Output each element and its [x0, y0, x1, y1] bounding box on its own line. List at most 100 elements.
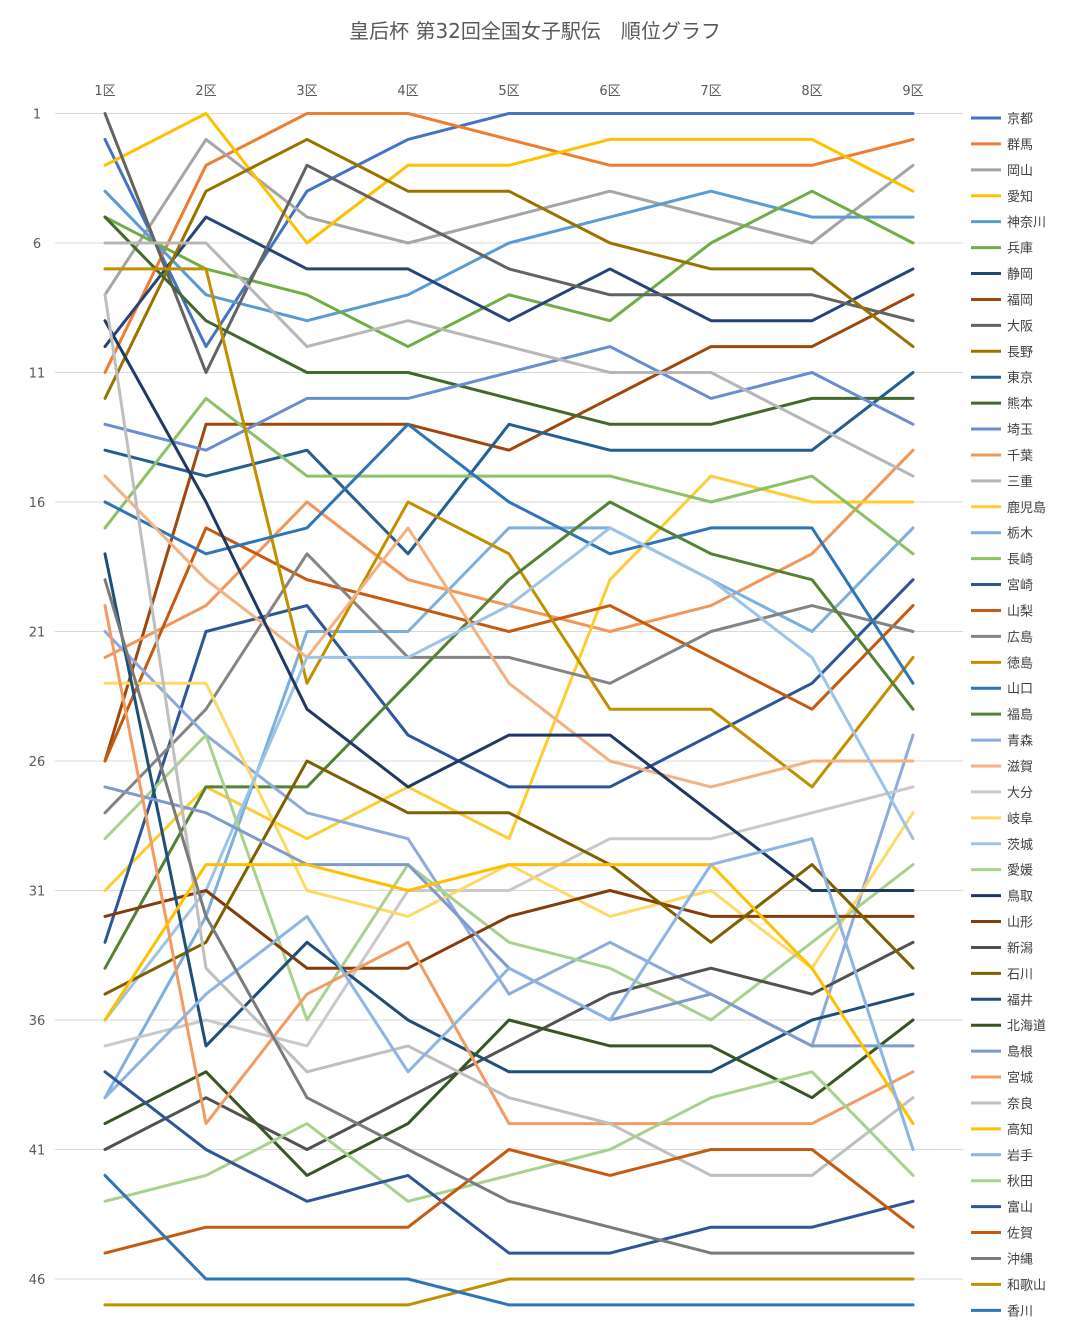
legend-label: 和歌山	[1007, 1278, 1046, 1293]
legend-item: 秋田	[971, 1175, 1033, 1190]
series-line-神奈川	[103, 189, 915, 323]
series-line-福島	[103, 500, 915, 970]
legend-item: 徳島	[971, 656, 1033, 671]
legend-item: 千葉	[971, 449, 1033, 464]
legend-label: 鳥取	[1007, 890, 1033, 905]
legend-label: 山形	[1007, 916, 1033, 931]
y-tick-label: 1	[33, 108, 41, 123]
legend-item: 広島	[971, 630, 1033, 645]
series-line-岡山	[103, 137, 915, 297]
y-tick-label: 26	[29, 755, 46, 770]
legend-label: 佐賀	[1007, 1227, 1033, 1242]
legend-label: 岐阜	[1007, 811, 1033, 827]
legend-item: 東京	[971, 370, 1033, 386]
legend-item: 岐阜	[971, 811, 1033, 827]
series-line-群馬	[103, 112, 915, 374]
legend-item: 長崎	[971, 553, 1033, 568]
series-line-佐賀	[103, 1148, 915, 1255]
legend-label: 秋田	[1007, 1175, 1033, 1190]
series-line-山口	[103, 422, 915, 685]
legend-item: 宮城	[971, 1070, 1033, 1086]
legend-label: 高知	[1007, 1122, 1033, 1138]
series-line-鹿児島	[103, 474, 915, 892]
series-line-大分	[103, 785, 915, 1048]
legend-label: 福岡	[1007, 293, 1033, 308]
legend-label: 長野	[1007, 345, 1033, 360]
series-line-東京	[103, 371, 915, 556]
x-tick-label: 3区	[296, 84, 317, 99]
legend-label: 京都	[1007, 112, 1033, 127]
legend-label: 青森	[1007, 734, 1033, 749]
series-line-奈良	[103, 293, 915, 1177]
legend-item: 愛媛	[971, 864, 1033, 879]
series-line-宮崎	[103, 578, 915, 944]
x-tick-label: 5区	[498, 84, 519, 99]
y-tick-label: 46	[29, 1273, 46, 1288]
series-line-京都	[103, 112, 915, 349]
legend-item: 兵庫	[971, 242, 1033, 257]
legend-label: 栃木	[1007, 527, 1033, 542]
series-line-高知	[103, 863, 915, 1126]
legend-item: 神奈川	[971, 216, 1046, 231]
x-tick-label: 7区	[700, 84, 721, 99]
series-line-大阪	[103, 112, 915, 374]
legend-item: 沖縄	[971, 1252, 1033, 1267]
series-line-新潟	[103, 940, 915, 1151]
legend-label: 静岡	[1007, 268, 1033, 283]
series-line-秋田	[103, 1070, 915, 1203]
legend-label: 群馬	[1007, 138, 1033, 153]
legend-label: 石川	[1007, 967, 1033, 982]
series-line-静岡	[103, 215, 915, 349]
legend-item: 山口	[971, 682, 1033, 697]
legend-item: 北海道	[971, 1019, 1046, 1034]
legend-item: 石川	[971, 967, 1033, 982]
legend-item: 宮崎	[971, 578, 1033, 594]
legend-label: 神奈川	[1007, 216, 1046, 231]
legend-item: 三重	[971, 474, 1033, 490]
chart-title: 皇后杯 第32回全国女子駅伝 順位グラフ	[349, 19, 721, 43]
x-axis-ticks: 1区 2区 3区 4区 5区 6区 7区 8区 9区	[94, 84, 923, 99]
series-line-徳島	[103, 267, 915, 789]
legend-item: 大分	[971, 786, 1033, 801]
legend-item: 大阪	[971, 319, 1033, 334]
legend-label: 福島	[1007, 708, 1033, 723]
legend-item: 群馬	[971, 138, 1033, 153]
legend-label: 富山	[1007, 1200, 1033, 1216]
legend-label: 埼玉	[1007, 423, 1033, 438]
series-line-和歌山	[103, 1277, 915, 1307]
legend-item: 茨城	[971, 838, 1033, 853]
y-tick-label: 16	[29, 496, 46, 511]
series-line-岐阜	[103, 681, 915, 970]
legend-item: 愛知	[971, 189, 1033, 205]
legend-item: 鹿児島	[971, 500, 1046, 516]
series-line-愛知	[103, 112, 915, 245]
legend-item: 京都	[971, 112, 1033, 127]
legend-label: 大分	[1007, 786, 1033, 801]
series-line-石川	[103, 759, 915, 996]
y-tick-label: 6	[33, 237, 41, 252]
legend-label: 山梨	[1007, 604, 1033, 619]
legend-label: 三重	[1007, 474, 1033, 490]
legend-item: 福島	[971, 708, 1033, 723]
legend-label: 長崎	[1007, 553, 1033, 568]
series-line-茨城	[103, 526, 915, 1022]
series-line-沖縄	[103, 578, 915, 1255]
series-line-滋賀	[103, 474, 915, 789]
series-line-宮城	[103, 604, 915, 1126]
series-line-鳥取	[103, 319, 915, 892]
legend-label: 東京	[1007, 370, 1033, 386]
legend-label: 愛媛	[1007, 864, 1033, 879]
legend-item: 栃木	[971, 527, 1033, 542]
legend-item: 岡山	[971, 164, 1033, 179]
legend-item: 青森	[971, 734, 1033, 749]
legend-label: 兵庫	[1007, 242, 1033, 257]
series-line-広島	[103, 552, 915, 815]
legend: 京都群馬岡山愛知神奈川兵庫静岡福岡大阪長野東京熊本埼玉千葉三重鹿児島栃木長崎宮崎…	[971, 112, 1046, 1319]
legend-item: 熊本	[971, 396, 1033, 412]
legend-label: 奈良	[1007, 1096, 1033, 1112]
legend-label: 滋賀	[1007, 760, 1033, 775]
legend-item: 山梨	[971, 604, 1033, 619]
series-line-長野	[103, 137, 915, 400]
x-tick-label: 8区	[801, 84, 822, 99]
